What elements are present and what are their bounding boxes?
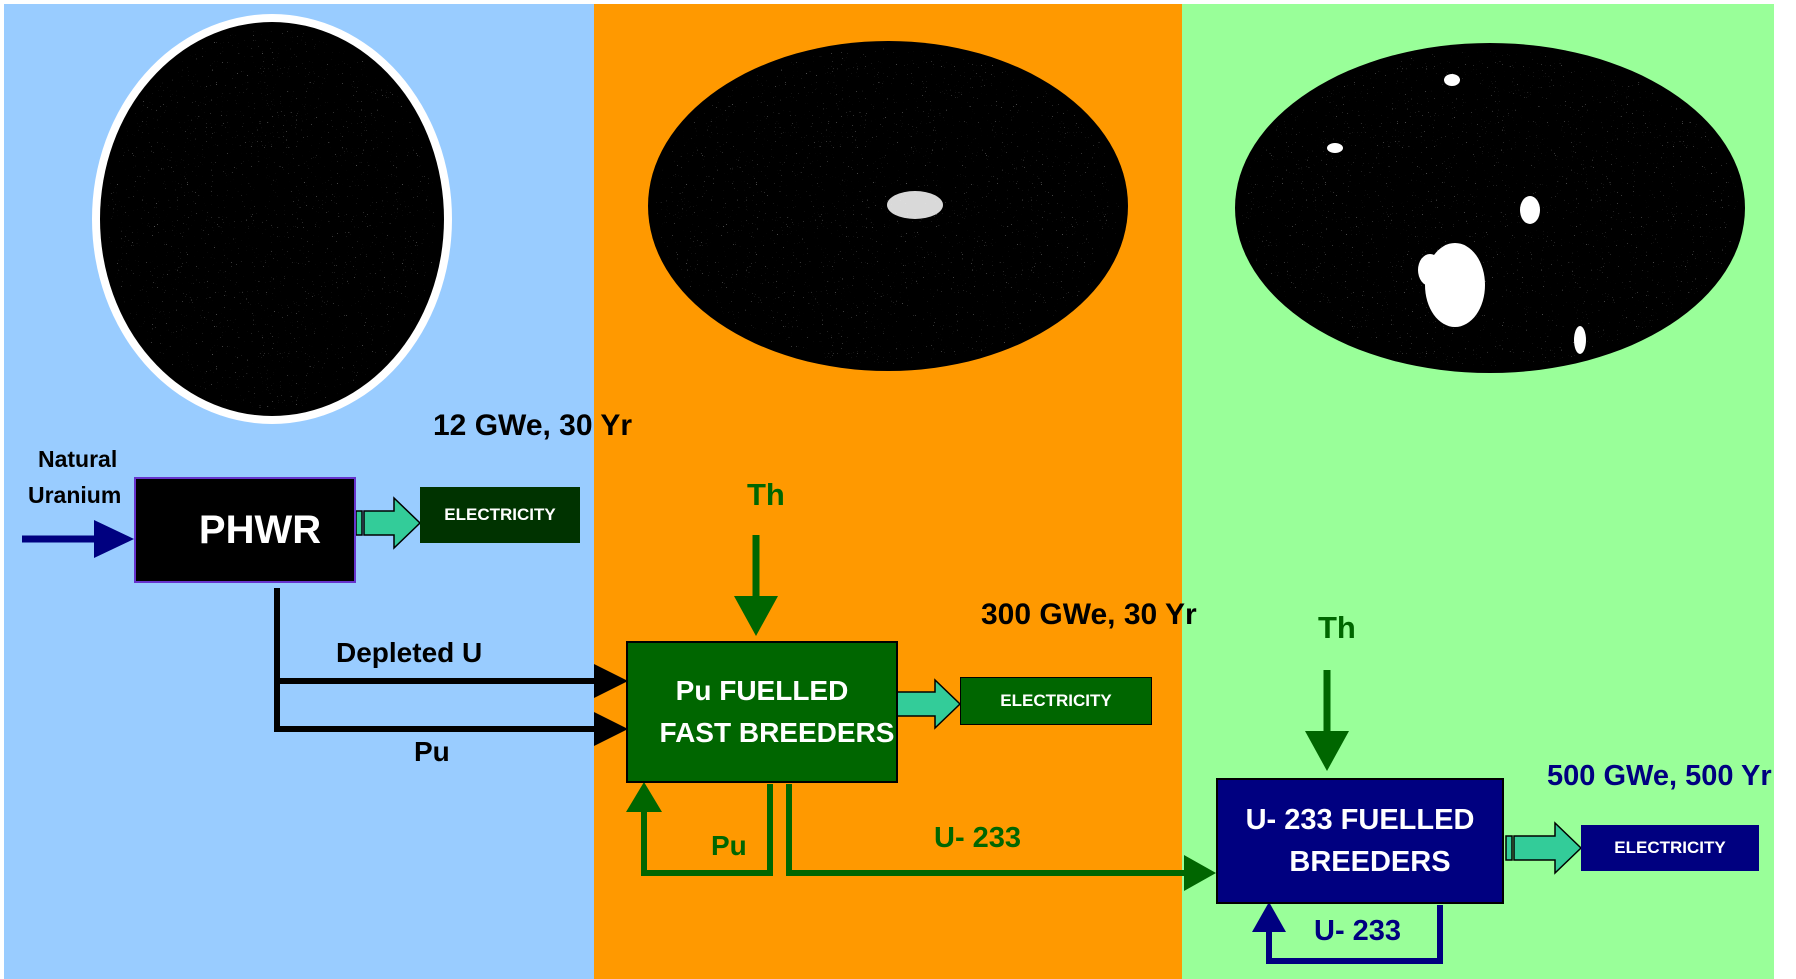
u233-electricity-arrow [1505,821,1583,875]
pu-output-label: Pu [414,736,450,767]
pu-recycle-label: Pu [711,830,747,861]
natural-uranium-label-line1: Natural [38,446,118,472]
u233-breeder-capacity: 500 GWe, 500 Yr [1547,760,1772,792]
fast-breeder-label-line1: Pu FUELLED [675,675,849,706]
th-input-label-stage3: Th [1318,610,1356,645]
u233-recycle-label: U- 233 [1314,915,1402,947]
th-input-label-stage2: Th [747,477,785,512]
phwr-label: PHWR [198,507,322,552]
phwr-core-image [92,14,452,424]
fast-breeder-core-image [648,41,1128,371]
u233-breeder-core-image [1235,43,1745,373]
fast-breeder-label-line2: FAST BREEDERS [659,717,895,748]
u233-electricity-box: ELECTRICITY [1581,825,1759,871]
u233-breeder-label-line2: BREEDERS [1289,846,1451,878]
phwr-electricity-arrow [355,496,422,550]
fbr-electricity-label: ELECTRICITY [1000,691,1112,710]
phwr-electricity-label: ELECTRICITY [444,505,556,524]
u233-breeder-box: U- 233 FUELLED BREEDERS [1216,778,1504,904]
fbr-electricity-box: ELECTRICITY [960,677,1152,725]
fbr-capacity: 300 GWe, 30 Yr [981,598,1197,631]
u233-electricity-label: ELECTRICITY [1614,838,1726,857]
u233-breeder-label-line1: U- 233 FUELLED [1245,804,1475,836]
depleted-u-label: Depleted U [336,637,483,668]
phwr-box: PHWR [134,477,356,583]
flow-arrows [22,496,1583,964]
phwr-electricity-box: ELECTRICITY [420,487,580,543]
natural-uranium-label-line2: Uranium [28,482,122,508]
phwr-capacity: 12 GWe, 30 Yr [433,409,633,442]
u233-transfer-label: U- 233 [934,822,1022,854]
fast-breeder-box: Pu FUELLED FAST BREEDERS [626,641,898,783]
